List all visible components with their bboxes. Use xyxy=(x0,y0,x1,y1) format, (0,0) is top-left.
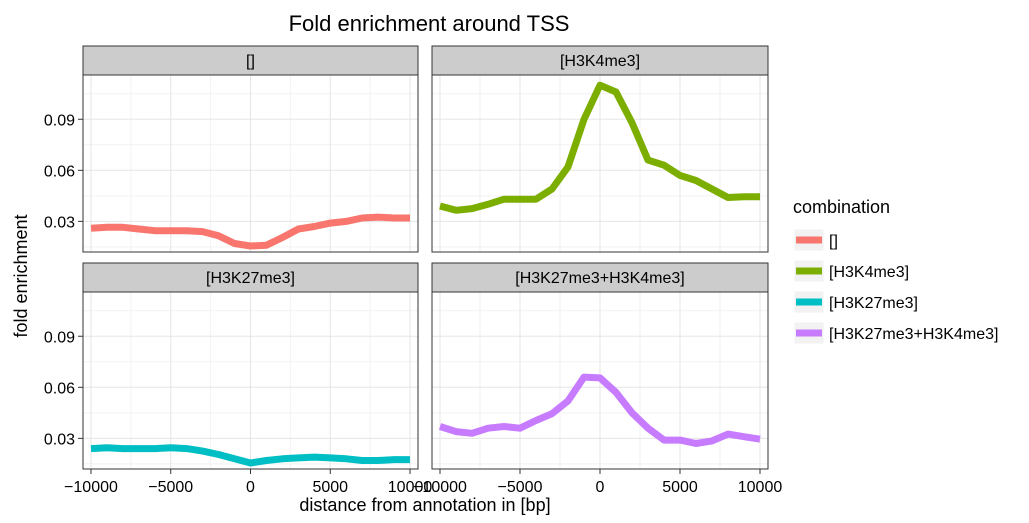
x-tick-label: 10000 xyxy=(388,479,433,496)
x-tick-label: 5000 xyxy=(312,479,348,496)
facet-strip-label: [] xyxy=(246,53,255,70)
x-tick-label: 0 xyxy=(596,479,605,496)
facet-strip xyxy=(82,262,419,293)
facet-strip xyxy=(431,45,769,76)
facet-strip xyxy=(82,45,419,76)
legend-title: combination xyxy=(793,197,890,217)
legend: combination [] [H3K4me3] [H3K27me3] [H3K27m… xyxy=(793,197,998,345)
series-line xyxy=(90,444,410,467)
facet-strip-label: [H3K4me3] xyxy=(560,53,640,70)
series-line xyxy=(438,373,761,447)
y-tick-label: 0.06 xyxy=(44,163,75,180)
series-line xyxy=(90,213,410,250)
x-axis-label: distance from annotation in [bp] xyxy=(299,495,550,515)
facet-panels: [] 0.03 0.06 0.09 [H3K4me3] [H3K27me3] 0.03 0.0… xyxy=(44,45,783,496)
x-tick-label: 5000 xyxy=(662,479,698,496)
chart-title: Fold enrichment around TSS xyxy=(289,11,570,36)
facet-strip-label: [H3K27me3+H3K4me3] xyxy=(515,270,684,287)
y-tick-label: 0.03 xyxy=(44,214,75,231)
x-tick-label: −10000 xyxy=(64,479,118,496)
panel-border xyxy=(431,74,769,253)
legend-entry-label: [H3K27me3] xyxy=(829,295,918,312)
x-tick-label: 0 xyxy=(246,479,255,496)
x-tick-label: 10000 xyxy=(738,479,783,496)
facet-strip-label: [H3K27me3] xyxy=(206,270,295,287)
facet-strip xyxy=(431,262,769,293)
y-axis-label: fold enrichment xyxy=(11,214,31,337)
legend-entry-label: [H3K4me3] xyxy=(829,264,909,281)
panel-border xyxy=(82,74,419,253)
y-tick-label: 0.09 xyxy=(44,112,75,129)
series-line xyxy=(439,81,760,214)
x-tick-label: −5000 xyxy=(498,479,543,496)
x-tick-label: −5000 xyxy=(148,479,193,496)
legend-entry-label: [] xyxy=(829,233,838,250)
x-tick-label: −10000 xyxy=(413,479,467,496)
y-tick-label: 0.06 xyxy=(44,380,75,397)
y-tick-label: 0.09 xyxy=(44,329,75,346)
y-tick-label: 0.03 xyxy=(44,431,75,448)
legend-entry-label: [H3K27me3+H3K4me3] xyxy=(829,326,998,343)
